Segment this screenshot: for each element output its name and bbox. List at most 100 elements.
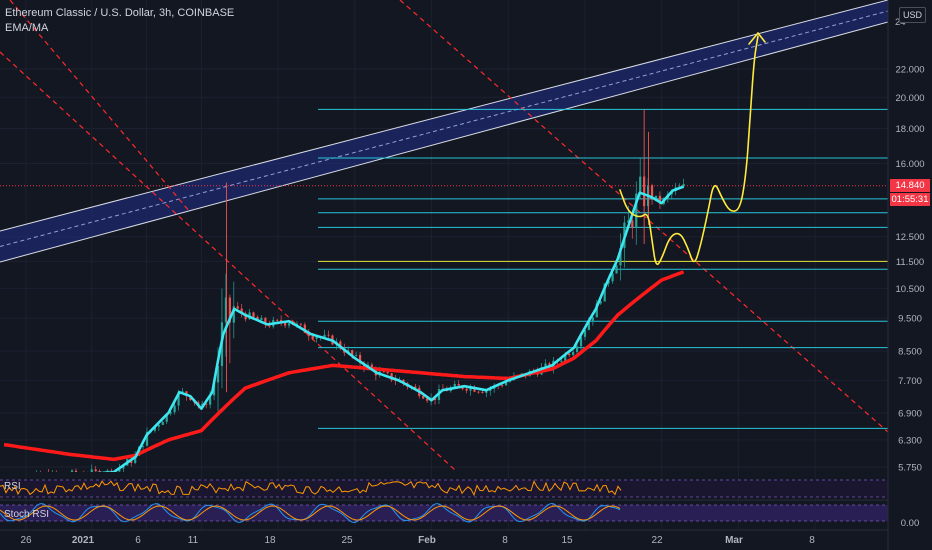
candle-body (654, 195, 658, 200)
candle-body (98, 471, 101, 472)
candle-body (87, 476, 89, 477)
candle-body (161, 421, 164, 425)
candle-body (355, 354, 358, 356)
date-tick-label: 8 (502, 535, 508, 546)
candle-body (465, 388, 468, 391)
stoch-rsi-label[interactable]: Stoch RSI (4, 509, 50, 520)
date-tick-label: 18 (264, 535, 276, 546)
date-tick-label: 15 (561, 535, 573, 546)
candle-body (145, 431, 149, 446)
channel-upper-line (0, 0, 888, 232)
candle-body (469, 387, 472, 391)
candle-body (595, 303, 598, 318)
price-tick-label: 11.500 (896, 257, 924, 268)
candle-body (157, 424, 160, 427)
candle-body (169, 412, 172, 414)
candle-body (283, 323, 287, 326)
candle-body (63, 474, 65, 476)
date-tick-label: 6 (135, 535, 141, 546)
candle-body (473, 387, 476, 392)
projection-arrow-head (748, 31, 766, 45)
candle-body (426, 398, 429, 401)
ma-line (3, 270, 685, 462)
horizontal-levels (318, 108, 888, 429)
candle-body (627, 220, 630, 223)
candle-body (575, 346, 579, 352)
candle-body (544, 363, 547, 368)
price-tick-label: 8.500 (898, 347, 922, 358)
candle-body (8, 476, 10, 478)
price-tick-label: 6.900 (898, 408, 922, 419)
countdown-tag: 01:55:31 (890, 193, 930, 206)
candle-body (611, 273, 614, 282)
symbol-title[interactable]: Ethereum Classic / U.S. Dollar, 3h, COIN… (5, 7, 235, 19)
grid-lines (0, 0, 888, 530)
candle-body (70, 470, 74, 472)
candle-body (39, 473, 41, 477)
candle-body (173, 405, 176, 413)
candle-body (489, 388, 492, 391)
price-axis[interactable]: 22.000 20.000 18.000 16.000 12.500 11.500 10.5… (887, 0, 925, 550)
candle-body (79, 475, 81, 476)
candle-body (209, 395, 212, 405)
candle-body (635, 193, 638, 228)
date-tick-label: Feb (418, 535, 436, 546)
candle-body (35, 473, 37, 476)
date-axis[interactable]: 26 2021 6 11 18 25 Feb 8 15 22 Mar 8 (0, 529, 888, 546)
candle-body (141, 445, 145, 447)
candle-body (370, 364, 373, 369)
candle-body (59, 474, 61, 475)
currency-button[interactable]: USD (899, 7, 926, 23)
candle-body (83, 475, 85, 477)
candle-body (232, 306, 235, 323)
candle-body (276, 319, 279, 321)
candle-body (256, 316, 259, 320)
candle-body (579, 336, 583, 347)
chart-legend: Ethereum Classic / U.S. Dollar, 3h, COIN… (5, 6, 234, 36)
candle-body (12, 476, 14, 480)
date-tick-label: 8 (809, 535, 815, 546)
candle-body (240, 308, 243, 314)
rsi-label[interactable]: RSI (4, 481, 21, 492)
date-tick-label: 11 (188, 535, 199, 546)
candle-body (591, 317, 594, 322)
downtrend-line-1 (0, 51, 456, 471)
candle-body (382, 371, 385, 373)
price-tick-label: 6.300 (898, 435, 922, 446)
candle-body (564, 353, 567, 361)
date-tick-label: 25 (341, 535, 353, 546)
candle-body (485, 390, 488, 393)
candle-body (102, 475, 104, 477)
candle-body (615, 265, 618, 274)
candle-body (55, 473, 57, 475)
candle-body (67, 476, 69, 477)
price-tick-label: 20.000 (895, 93, 924, 104)
candle-body (51, 473, 53, 480)
candle-body (323, 334, 326, 338)
date-tick-label: 22 (651, 535, 663, 546)
price-tick-label: 16.000 (895, 159, 924, 170)
candle-body (114, 471, 117, 472)
candle-body (90, 469, 93, 472)
candle-body (153, 426, 156, 431)
candle-body (224, 297, 228, 323)
indicator-label[interactable]: EMA/MA (5, 22, 49, 34)
candle-body (603, 283, 606, 302)
candle-body (504, 381, 508, 386)
candle-body (205, 403, 208, 405)
price-tick-label: 18.000 (895, 124, 924, 135)
candle-body (327, 334, 330, 336)
candle-body (457, 383, 460, 386)
channel-lower-line (0, 21, 888, 263)
candle-body (122, 465, 125, 469)
candle-body (31, 476, 33, 481)
candle-body (453, 383, 456, 388)
candle-body (165, 413, 168, 422)
candle-body (315, 337, 318, 339)
price-tick-label: 5.750 (898, 463, 922, 474)
candle-body (587, 321, 591, 330)
stoch-rsi-pane (0, 502, 888, 531)
date-tick-label: Mar (725, 535, 743, 546)
date-tick-label: 2021 (72, 535, 95, 546)
